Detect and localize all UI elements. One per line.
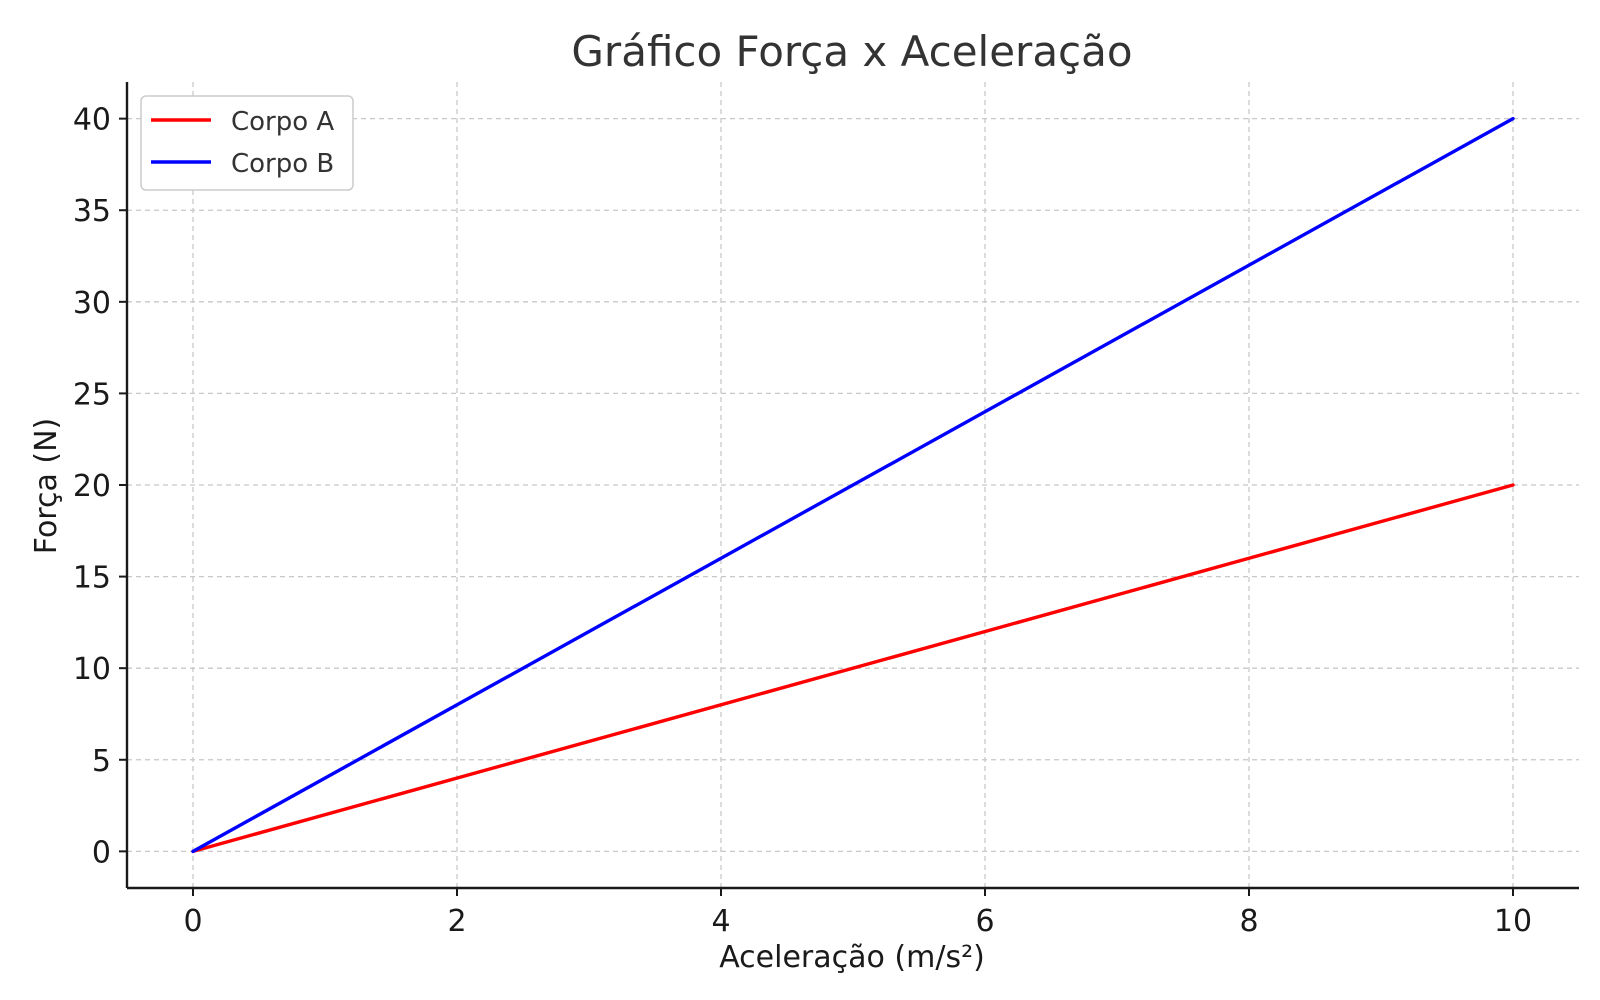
y-tick-label-10: 10 xyxy=(73,652,111,687)
x-tick-label-10: 10 xyxy=(1494,904,1532,939)
x-tick-label-4: 4 xyxy=(711,904,730,939)
x-axis-label: Aceleração (m/s²) xyxy=(719,940,985,975)
x-tick-label-2: 2 xyxy=(447,904,466,939)
series-group xyxy=(191,116,1515,854)
legend-label-corpo-b: Corpo B xyxy=(231,149,334,179)
y-tick-label-40: 40 xyxy=(73,103,111,138)
legend: Corpo A Corpo B xyxy=(140,95,354,191)
y-tick-label-35: 35 xyxy=(73,194,111,229)
y-tick-label-20: 20 xyxy=(73,469,111,504)
x-tick-label-0: 0 xyxy=(183,904,202,939)
series-line-corpo-b xyxy=(191,116,1515,854)
legend-label-corpo-a: Corpo A xyxy=(231,107,334,137)
chart-title: Gráfico Força x Aceleração xyxy=(571,27,1132,76)
series-line-corpo-a xyxy=(191,483,1515,854)
x-axis-ticks: 0 2 4 6 8 10 xyxy=(183,888,1532,939)
y-axis-ticks: 0 5 10 15 20 25 30 35 40 xyxy=(73,103,127,870)
y-tick-label-5: 5 xyxy=(92,744,111,779)
y-tick-label-0: 0 xyxy=(92,835,111,870)
y-tick-label-30: 30 xyxy=(73,286,111,321)
y-tick-label-15: 15 xyxy=(73,561,111,596)
x-tick-label-8: 8 xyxy=(1239,904,1258,939)
y-tick-label-25: 25 xyxy=(73,377,111,412)
x-tick-label-6: 6 xyxy=(975,904,994,939)
y-axis-label: Força (N) xyxy=(29,418,64,554)
grid xyxy=(127,82,1579,888)
